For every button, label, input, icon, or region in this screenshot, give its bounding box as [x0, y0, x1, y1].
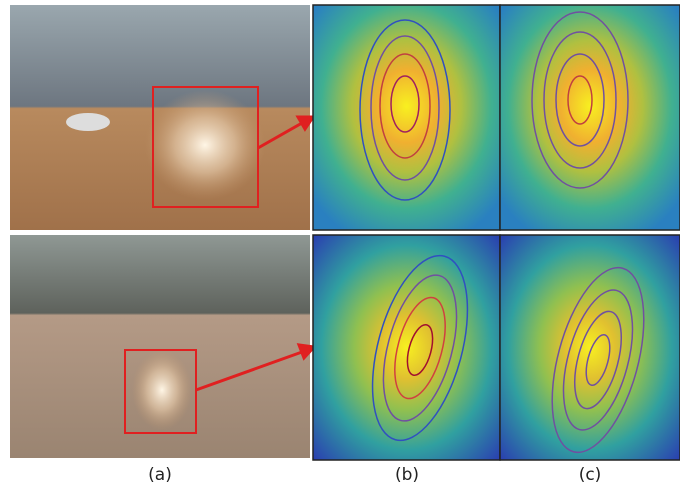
photo-top [10, 5, 310, 230]
heatmaps [313, 5, 680, 462]
light-spot [132, 350, 192, 430]
heatmap-c-bottom [500, 235, 680, 460]
light-spot [145, 90, 265, 200]
heatmap-b-bottom [313, 235, 500, 460]
heatmap-b-top [313, 5, 500, 230]
panel-label: (c) [579, 465, 602, 485]
panel-label: (a) [148, 465, 172, 485]
figure: (a) (b) (c) [0, 0, 680, 491]
photo-bottom [10, 235, 310, 458]
panel-label: (b) [395, 465, 419, 485]
plate [66, 113, 110, 131]
heatmap-c-top [500, 5, 680, 230]
